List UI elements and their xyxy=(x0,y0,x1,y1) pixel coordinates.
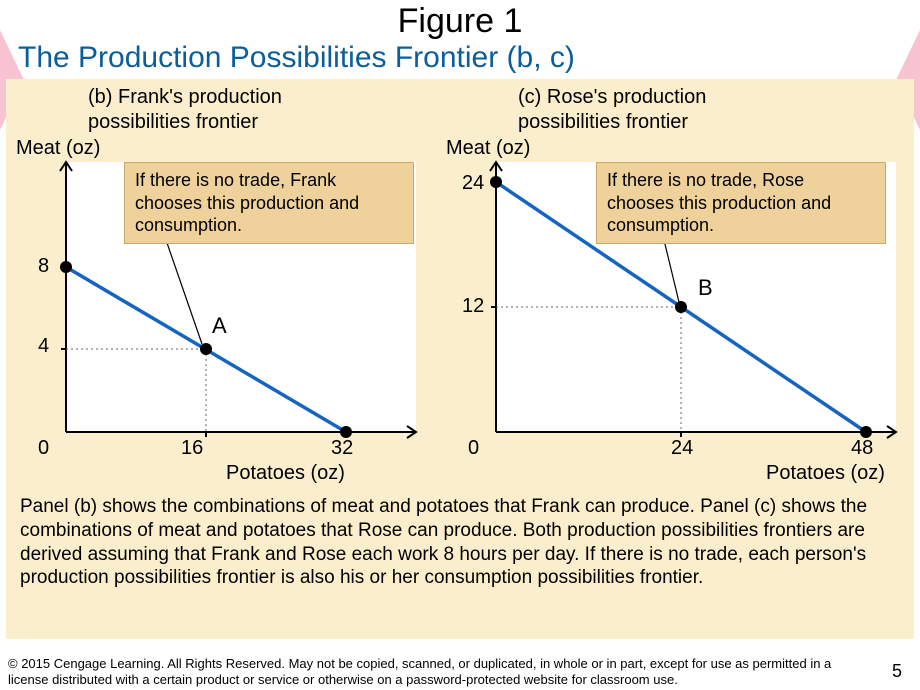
panel-c-xtick-48: 48 xyxy=(851,437,873,460)
panel-b-ytick-4: 4 xyxy=(38,335,49,358)
panel-c-x-axis-label: Potatoes (oz) xyxy=(766,462,885,485)
panel-c-label: (c) Rose's production possibilities fron… xyxy=(446,85,906,135)
panel-b-xtick-32: 32 xyxy=(331,437,353,460)
panel-b-ytick-8: 8 xyxy=(38,255,49,278)
panel-b-label-line2: possibilities frontier xyxy=(88,111,258,133)
panel-c-ytick-24: 24 xyxy=(462,172,484,195)
panel-c-chart: Meat (oz) If there is no trade, Rose cho… xyxy=(446,137,906,487)
page-number: 5 xyxy=(892,660,912,689)
panel-b-label-line1: (b) Frank's production xyxy=(88,86,282,108)
copyright-text: © 2015 Cengage Learning. All Rights Rese… xyxy=(8,656,892,689)
figure-subtitle: The Production Possibilities Frontier (b… xyxy=(0,41,920,79)
figure-caption: Panel (b) shows the combinations of meat… xyxy=(6,487,914,598)
panel-c-annotation: If there is no trade, Rose chooses this … xyxy=(596,162,886,244)
panel-c-origin: 0 xyxy=(468,437,479,460)
panel-c-label-line2: possibilities frontier xyxy=(518,111,688,133)
panel-b-chart: Meat (oz) If there is no trade, Frank ch… xyxy=(16,137,446,487)
panel-b-x-axis-label: Potatoes (oz) xyxy=(226,462,345,485)
figure-title: Figure 1 xyxy=(0,0,920,41)
panel-b-origin: 0 xyxy=(38,437,49,460)
footer: © 2015 Cengage Learning. All Rights Rese… xyxy=(8,656,912,689)
panel-b-label: (b) Frank's production possibilities fro… xyxy=(16,85,446,135)
panel-b-y-axis-label: Meat (oz) xyxy=(16,137,100,160)
panel-c-xtick-24: 24 xyxy=(671,437,693,460)
panel-b: (b) Frank's production possibilities fro… xyxy=(16,85,446,487)
panel-c-label-line1: (c) Rose's production xyxy=(518,86,706,108)
panel-b-xtick-16: 16 xyxy=(181,437,203,460)
panel-c: (c) Rose's production possibilities fron… xyxy=(446,85,906,487)
panel-b-point-label: A xyxy=(212,313,227,339)
panel-c-ytick-12: 12 xyxy=(462,295,484,318)
panel-area: (b) Frank's production possibilities fro… xyxy=(6,79,914,639)
panel-b-annotation: If there is no trade, Frank chooses this… xyxy=(124,162,414,244)
panel-c-y-axis-label: Meat (oz) xyxy=(446,137,530,160)
panel-c-point-label: B xyxy=(698,275,713,301)
